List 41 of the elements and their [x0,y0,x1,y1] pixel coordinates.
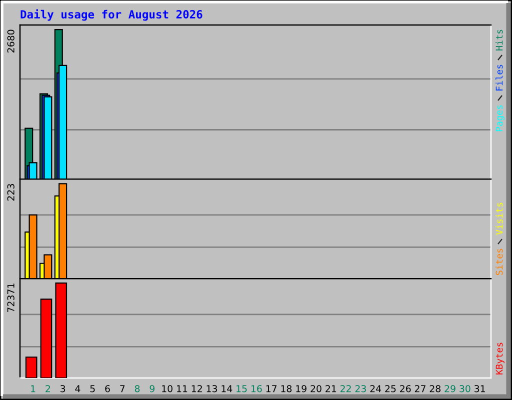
x-tick-label: 24 [370,385,382,392]
x-tick-label: 31 [474,385,485,392]
x-tick-label: 22 [340,385,351,392]
text: Files [496,64,503,90]
x-tick-label: 15 [236,385,247,392]
x-tick-label: 3 [60,385,66,392]
x-tick-label: 2 [46,385,50,392]
x-tick-label: 21 [326,385,336,392]
x-tick-label: 26 [400,385,411,392]
text: Sites [496,248,503,275]
text: KBytes [496,342,504,374]
x-tick-label: 16 [251,385,262,392]
x-tick-label: 28 [430,385,441,392]
x-tick-label: 13 [206,385,218,392]
x-tick-label: 19 [296,385,306,392]
x-tick-label: 25 [385,385,396,392]
text: Hits [496,30,503,50]
text: Pages [496,105,504,132]
text: Visits [496,202,503,235]
x-tick-label: 10 [162,385,172,392]
x-tick-label: 7 [120,385,125,392]
chart-title: Daily usage for August 2026 [20,9,202,21]
x-tick-label: 20 [310,385,322,392]
x-tick-label: 23 [355,385,366,392]
x-tick-label: 18 [281,385,292,392]
x-tick-label: 17 [266,385,277,392]
x-tick-label: 8 [134,385,140,392]
x-tick-label: 4 [75,385,80,392]
text: 223 [7,184,14,201]
x-tick-label: 27 [414,385,426,392]
x-tick-label: 11 [176,385,188,392]
x-tick-label: 9 [150,385,155,392]
x-tick-label: 14 [222,385,232,392]
x-tick-label: 30 [460,385,470,392]
x-tick-label: 5 [90,385,95,392]
x-tick-label: 1 [31,385,36,392]
x-tick-label: 29 [444,385,456,392]
x-tick-label: 12 [192,385,202,392]
text: 72371 [7,284,14,312]
text: 2680 [7,30,14,53]
x-tick-label: 6 [105,385,110,392]
